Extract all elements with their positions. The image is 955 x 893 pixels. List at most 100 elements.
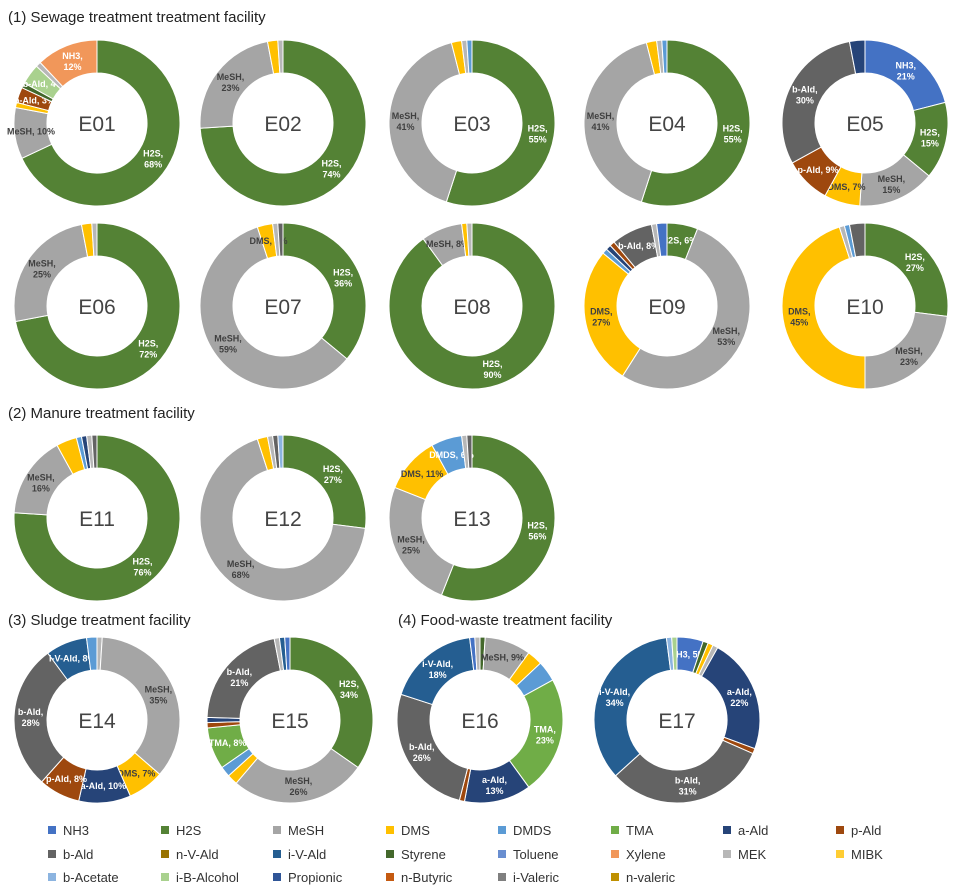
slice-e14-7 bbox=[85, 636, 98, 671]
legend-swatch bbox=[836, 826, 844, 834]
data-label-e01-1: MeSH, 10% bbox=[7, 126, 55, 136]
slice-e04-4 bbox=[661, 39, 668, 74]
donut-id-e15: E15 bbox=[271, 710, 308, 733]
data-label-e03-0: H2S, 55% bbox=[528, 123, 548, 144]
slice-e17-7 bbox=[593, 637, 672, 777]
donut-id-e06: E06 bbox=[78, 296, 115, 319]
donut-e16: MeSH, 9% TMA, 23% a-Ald, 13% b-Ald, 26% i-V-Ald… bbox=[396, 636, 564, 804]
legend-item-nh3: NH3 bbox=[48, 823, 89, 838]
donut-e04: H2S, 55% MeSH, 41% E04 bbox=[583, 39, 751, 207]
legend-label: Xylene bbox=[626, 847, 666, 862]
legend-swatch bbox=[48, 850, 56, 858]
data-label-e12-0: H2S, 27% bbox=[323, 464, 343, 485]
legend-item-i-v-ald: i-V-Ald bbox=[273, 847, 326, 862]
data-label-e15-7: b-Ald, 21% bbox=[227, 667, 253, 688]
section-title-sewage: (1) Sewage treatment treatment facility bbox=[8, 9, 266, 26]
donut-id-e16: E16 bbox=[461, 710, 498, 733]
legend-label: DMS bbox=[401, 823, 430, 838]
slice-e05-6 bbox=[848, 39, 866, 75]
slice-e15-10 bbox=[284, 636, 291, 671]
data-label-e01-0: H2S, 68% bbox=[143, 149, 163, 170]
slice-e02-0 bbox=[199, 39, 367, 207]
data-label-e07-1: MeSH, 59% bbox=[214, 333, 242, 354]
data-label-e04-1: MeSH, 41% bbox=[587, 111, 615, 132]
data-label-e14-6: i-V-Ald, 8% bbox=[49, 653, 96, 663]
legend-label: b-Ald bbox=[63, 847, 93, 862]
donut-id-e05: E05 bbox=[846, 113, 883, 136]
data-label-e08-0: H2S, 90% bbox=[483, 359, 503, 380]
donut-e05: NH3, 21% H2S, 15% MeSH, 15% DMS, 7% p-Ald, 9% b-… bbox=[781, 39, 949, 207]
legend-label: MEK bbox=[738, 847, 767, 862]
data-label-e12-1: MeSH, 68% bbox=[227, 559, 255, 580]
data-label-e05-1: H2S, 15% bbox=[920, 128, 940, 149]
data-label-e16-7: b-Ald, 26% bbox=[409, 742, 435, 763]
slice-e10-5 bbox=[848, 222, 866, 258]
legend-label: p-Ald bbox=[851, 823, 881, 838]
donut-e06: H2S, 72% MeSH, 25% E06 bbox=[13, 222, 181, 390]
legend-item-mibk: MIBK bbox=[836, 847, 883, 862]
legend-label: n-Butyric bbox=[401, 870, 453, 885]
legend-item-propionic: Propionic bbox=[273, 870, 343, 885]
data-label-e01-7: NH3, 12% bbox=[62, 51, 83, 72]
legend-item-mek: MEK bbox=[723, 847, 767, 862]
data-label-e13-1: MeSH, 25% bbox=[397, 534, 425, 555]
data-label-e01-3: p-Ald, 3% bbox=[14, 95, 55, 105]
legend-item-styrene: Styrene bbox=[386, 847, 446, 862]
legend-label: i-V-Ald bbox=[288, 847, 326, 862]
legend-swatch bbox=[723, 826, 731, 834]
data-label-e16-8: i-V-Ald, 18% bbox=[422, 659, 453, 680]
legend-label: Toluene bbox=[513, 847, 559, 862]
donut-id-e09: E09 bbox=[648, 296, 685, 319]
legend-swatch bbox=[498, 850, 506, 858]
data-label-e06-0: H2S, 72% bbox=[138, 338, 158, 359]
legend-item-mesh: MeSH bbox=[273, 823, 324, 838]
slice-e09-1 bbox=[621, 228, 751, 390]
slice-e03-4 bbox=[466, 39, 473, 74]
donuts-group: H2S, 68% MeSH, 10% p-Ald, 3% b-Ald, 4% NH3, 12… bbox=[7, 39, 949, 804]
data-label-e05-4: p-Ald, 9% bbox=[797, 165, 838, 175]
donut-e12: H2S, 27% MeSH, 68% E12 bbox=[199, 434, 367, 602]
data-label-e15-4: TMA, 8% bbox=[209, 738, 247, 748]
slice-e07-0 bbox=[282, 222, 367, 360]
donut-e01: H2S, 68% MeSH, 10% p-Ald, 3% b-Ald, 4% NH3, 12… bbox=[7, 39, 181, 207]
data-label-e05-5: b-Ald, 30% bbox=[792, 85, 818, 106]
data-label-e10-2: DMS, 45% bbox=[788, 306, 811, 327]
slice-e12-1 bbox=[199, 438, 366, 602]
data-label-e14-5: b-Ald, 28% bbox=[18, 707, 44, 728]
slice-e09-8 bbox=[656, 222, 668, 257]
data-label-e05-3: DMS, 7% bbox=[827, 182, 865, 192]
section-title-manure: (2) Manure treatment facility bbox=[8, 405, 195, 422]
slice-e14-1 bbox=[99, 636, 181, 776]
legend-swatch bbox=[386, 850, 394, 858]
legend-swatch bbox=[48, 826, 56, 834]
donut-e14: MeSH, 35% DMS, 7% a-Ald, 10%p-Ald, 8% b-Ald,… bbox=[13, 636, 181, 804]
data-label-e05-0: NH3, 21% bbox=[896, 60, 917, 81]
data-label-e15-1: MeSH, 26% bbox=[285, 776, 313, 797]
donut-id-e04: E04 bbox=[648, 113, 686, 136]
donut-id-e07: E07 bbox=[264, 296, 301, 319]
data-label-e15-0: H2S, 34% bbox=[339, 679, 359, 700]
slice-e06-0 bbox=[14, 222, 181, 390]
legend-item-dms: DMS bbox=[386, 823, 430, 838]
data-label-e16-4: TMA, 23% bbox=[534, 725, 556, 746]
data-label-e16-1: MeSH, 9% bbox=[481, 652, 524, 662]
legend-swatch bbox=[723, 850, 731, 858]
data-label-e17-4: a-Ald, 22% bbox=[727, 687, 752, 708]
legend-label: i-Valeric bbox=[513, 870, 559, 885]
slice-e12-5 bbox=[277, 434, 284, 469]
donut-e09: H2S, 6% MeSH, 53% DMS, 27% b-Ald, 8% E09 bbox=[583, 222, 751, 390]
data-label-e01-5: b-Ald, 4% bbox=[23, 79, 64, 89]
legend-swatch bbox=[161, 873, 169, 881]
slice-e13-0 bbox=[440, 434, 556, 602]
legend-swatch bbox=[498, 873, 506, 881]
legend-swatch bbox=[161, 826, 169, 834]
data-label-e14-3: a-Ald, 10% bbox=[81, 781, 127, 791]
data-label-e17-0: NH3, 5% bbox=[670, 649, 706, 659]
slice-e01-7 bbox=[39, 39, 98, 88]
section-title-sludge: (3) Sludge treatment facility bbox=[8, 612, 191, 629]
legend-label: H2S bbox=[176, 823, 202, 838]
legend-swatch bbox=[611, 850, 619, 858]
donut-id-e08: E08 bbox=[453, 296, 490, 319]
data-label-e07-0: H2S, 36% bbox=[333, 268, 353, 289]
